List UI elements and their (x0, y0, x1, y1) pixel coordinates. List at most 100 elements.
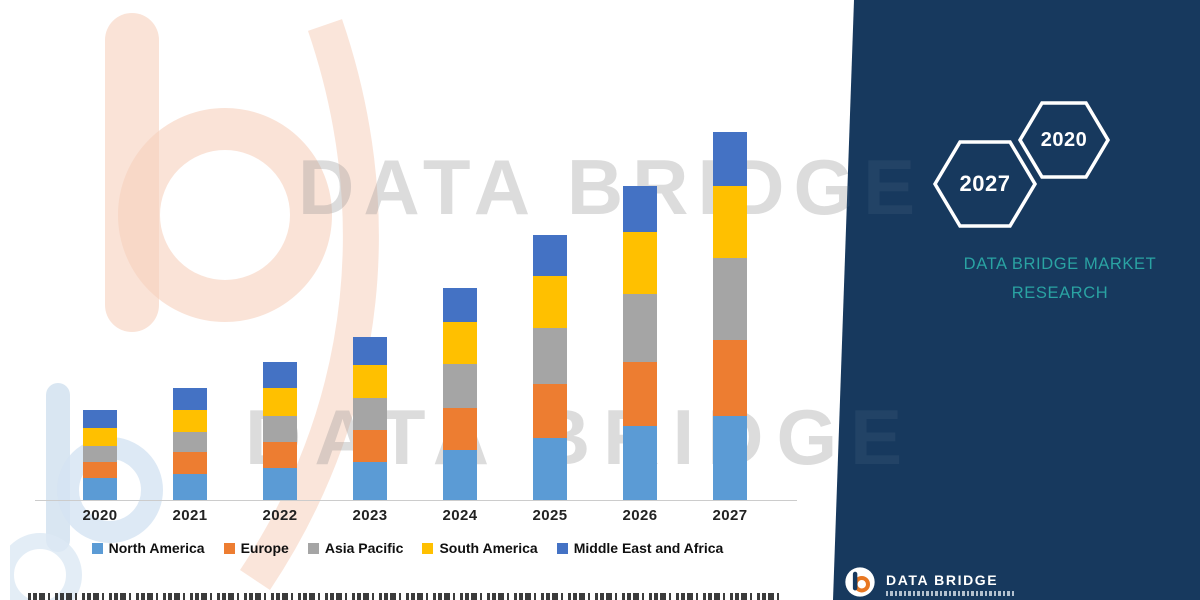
bar-segment-north-america (713, 416, 747, 500)
x-axis-label-2026: 2026 (622, 507, 658, 524)
bar-segment-south-america (353, 365, 387, 398)
stacked-bar-2027 (713, 132, 747, 500)
bar-column-2021 (145, 60, 235, 500)
stacked-bar-2023 (353, 337, 387, 500)
bar-segment-asia-pacific (83, 446, 117, 462)
x-axis-labels: 2020 2021 2022 2023 2024 2025 2026 2027 (55, 507, 775, 524)
bar-segment-middle-east-and-africa (623, 186, 657, 232)
legend-label: Europe (240, 540, 289, 556)
x-axis-label-2022: 2022 (262, 507, 298, 524)
bar-segment-asia-pacific (533, 328, 567, 384)
x-axis-line (35, 500, 797, 501)
footer-brand-text: DATA BRIDGE (886, 572, 999, 588)
stacked-bar-2024 (443, 288, 477, 500)
bar-segment-europe (623, 362, 657, 426)
hexagon-year-label: 2020 (1040, 128, 1088, 151)
watermark-text-row1: DATA BRIDGE (298, 143, 925, 231)
cropped-caption-text (28, 593, 780, 600)
x-axis-label-2021: 2021 (172, 507, 208, 524)
legend-swatch-icon (422, 542, 434, 554)
legend-item-north-america: North America (91, 540, 205, 556)
stacked-bar-2020 (83, 410, 117, 500)
bar-segment-south-america (443, 322, 477, 364)
legend-label: Asia Pacific (324, 540, 404, 556)
legend-item-asia-pacific: Asia Pacific (307, 540, 404, 556)
legend-item-south-america: South America (422, 540, 538, 556)
x-axis-label-2020: 2020 (82, 507, 118, 524)
bar-column-2022 (235, 60, 325, 500)
legend-label: South America (439, 540, 538, 556)
legend-item-europe: Europe (223, 540, 289, 556)
bar-segment-asia-pacific (173, 432, 207, 452)
bar-segment-europe (83, 462, 117, 478)
bar-segment-south-america (83, 428, 117, 446)
bar-segment-middle-east-and-africa (443, 288, 477, 322)
bar-segment-asia-pacific (263, 416, 297, 442)
databridge-logo-watermark-peach-icon (105, 13, 379, 590)
bar-column-2027 (685, 60, 775, 500)
bar-segment-middle-east-and-africa (353, 337, 387, 365)
bar-segment-europe (263, 442, 297, 468)
hexagon-outline-icon (1017, 101, 1111, 179)
legend-label: Middle East and Africa (573, 540, 724, 556)
x-axis-label-2025: 2025 (532, 507, 568, 524)
bar-segment-europe (713, 340, 747, 416)
databridge-logo-icon (845, 567, 875, 597)
stacked-bar-chart (55, 60, 775, 500)
bar-column-2020 (55, 60, 145, 500)
x-axis-label-2024: 2024 (442, 507, 478, 524)
bar-segment-north-america (263, 468, 297, 500)
stacked-bar-2025 (533, 235, 567, 500)
legend-swatch-icon (223, 542, 235, 554)
hexagon-year-label: 2027 (959, 171, 1011, 196)
bar-segment-asia-pacific (623, 294, 657, 362)
watermark-ghost-row2: DATA BRIDGE (245, 393, 916, 481)
chart-legend: North America Europe Asia Pacific South Ame… (0, 540, 815, 556)
bar-segment-north-america (623, 426, 657, 500)
bar-segment-europe (353, 430, 387, 462)
bar-column-2026 (595, 60, 685, 500)
bar-segment-north-america (83, 478, 117, 500)
hexagon-badge-2020: 2020 (1017, 100, 1111, 180)
bar-segment-asia-pacific (443, 364, 477, 408)
legend-swatch-icon (307, 542, 319, 554)
bar-segment-north-america (443, 450, 477, 500)
bar-column-2024 (415, 60, 505, 500)
stacked-bar-2022 (263, 362, 297, 500)
brand-name-line1: DATA BRIDGE MARKET (963, 255, 1157, 273)
bar-segment-middle-east-and-africa (713, 132, 747, 186)
bar-segment-middle-east-and-africa (533, 235, 567, 276)
x-axis-label-2023: 2023 (352, 507, 388, 524)
bar-segment-asia-pacific (353, 398, 387, 430)
stacked-bar-2021 (173, 388, 207, 500)
hexagon-badge-2027: 2027 (932, 139, 1038, 229)
legend-swatch-icon (556, 542, 568, 554)
hexagon-outline-icon (932, 140, 1038, 228)
x-axis-label-2027: 2027 (712, 507, 748, 524)
legend-label: North America (108, 540, 205, 556)
bar-segment-north-america (533, 438, 567, 500)
footer-brand-bar: DATA BRIDGE (836, 566, 1200, 600)
bar-segment-north-america (173, 474, 207, 500)
footer-text-block: DATA BRIDGE (886, 566, 1014, 600)
bar-segment-middle-east-and-africa (263, 362, 297, 388)
bar-segment-europe (533, 384, 567, 438)
bar-segment-north-america (353, 462, 387, 500)
bar-segment-europe (443, 408, 477, 450)
bar-segment-middle-east-and-africa (83, 410, 117, 428)
bar-segment-south-america (533, 276, 567, 328)
bar-column-2023 (325, 60, 415, 500)
bar-column-2025 (505, 60, 595, 500)
bar-segment-south-america (623, 232, 657, 294)
legend-swatch-icon (91, 542, 103, 554)
brand-name-line2: RESEARCH (1011, 283, 1109, 302)
brand-name-block: DATA BRIDGE MARKET RESEARCH (930, 250, 1190, 308)
bar-segment-south-america (173, 410, 207, 432)
bar-segment-south-america (713, 186, 747, 258)
bar-segment-south-america (263, 388, 297, 416)
bar-segment-asia-pacific (713, 258, 747, 340)
bar-segment-europe (173, 452, 207, 474)
footer-cropped-tagline (886, 591, 1014, 596)
